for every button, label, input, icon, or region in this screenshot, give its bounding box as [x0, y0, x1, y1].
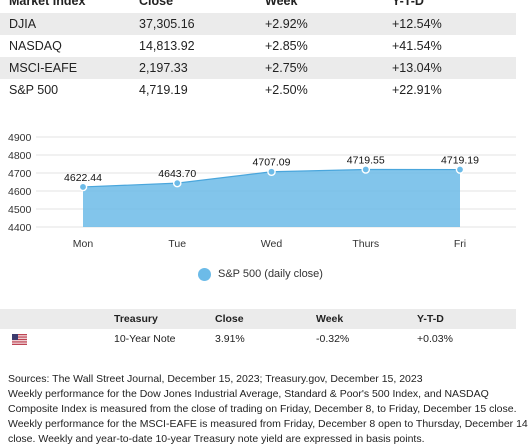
note-line: close. Weekly and year-to-date 10-year T… [8, 433, 425, 445]
y-tick-label: 4800 [8, 150, 32, 162]
header-ytd: Y-T-D [417, 313, 444, 325]
index-ytd: +22.91% [392, 83, 442, 97]
index-close: 2,197.33 [139, 61, 188, 75]
data-point [172, 178, 182, 188]
index-week: +2.85% [265, 39, 308, 53]
market-table-header: Market Index Close Week Y-T-D [0, 0, 516, 13]
index-ytd: +12.54% [392, 17, 442, 31]
table-row: MSCI-EAFE 2,197.33 +2.75% +13.04% [0, 57, 516, 79]
note-line: Composite Index is measured from the clo… [8, 403, 517, 415]
data-label: 4622.44 [64, 172, 102, 184]
y-tick-label: 4900 [8, 132, 32, 144]
index-name: NASDAQ [9, 39, 62, 53]
treasury-week: -0.32% [316, 333, 350, 345]
y-tick-label: 4500 [8, 204, 32, 216]
index-name: MSCI-EAFE [9, 61, 78, 75]
data-label: 4719.55 [347, 154, 385, 166]
y-tick-label: 4400 [8, 222, 32, 234]
market-index-table: Market Index Close Week Y-T-D DJIA 37,30… [0, 0, 516, 101]
data-point [455, 165, 465, 174]
index-ytd: +13.04% [392, 61, 442, 75]
source-notes: Sources: The Wall Street Journal, Decemb… [8, 372, 528, 447]
data-point [361, 165, 371, 174]
x-tick-label: Mon [73, 238, 94, 250]
treasury-name: 10-Year Note [114, 333, 176, 345]
index-close: 37,305.16 [139, 17, 195, 31]
note-line: Weekly performance for the MSCI-EAFE is … [8, 418, 528, 430]
data-label: 4643.70 [158, 168, 196, 180]
index-week: +2.92% [265, 17, 308, 31]
header-week: Week [316, 313, 344, 325]
note-line: Weekly performance for the Dow Jones Ind… [8, 388, 489, 400]
index-name: DJIA [9, 17, 37, 31]
header-treasury: Treasury [114, 313, 158, 325]
us-flag-icon [12, 334, 27, 345]
index-week: +2.75% [265, 61, 308, 75]
y-tick-label: 4700 [8, 168, 32, 180]
table-row: NASDAQ 14,813.92 +2.85% +41.54% [0, 35, 516, 57]
treasury-close: 3.91% [215, 333, 245, 345]
note-line: Sources: The Wall Street Journal, Decemb… [8, 373, 423, 385]
treasury-table: Treasury Close Week Y-T-D 10-Year Note 3… [0, 309, 516, 349]
legend-swatch [198, 268, 211, 281]
data-point [267, 167, 276, 177]
chart-legend[interactable]: S&P 500 (daily close) [0, 266, 530, 286]
x-tick-label: Thurs [352, 238, 379, 250]
x-tick-label: Tue [168, 238, 186, 250]
header-market-index: Market Index [9, 0, 86, 8]
data-label: 4719.19 [441, 155, 479, 167]
header-close: Close [215, 313, 244, 325]
data-label: 4707.09 [253, 157, 291, 169]
table-row: 10-Year Note 3.91% -0.32% +0.03% [0, 329, 516, 349]
index-week: +2.50% [265, 83, 308, 97]
sp500-area-chart: 4900 4800 4700 4600 4500 4400 4622.44 4643.70 47… [8, 132, 516, 250]
header-week: Week [265, 0, 298, 8]
treasury-table-header: Treasury Close Week Y-T-D [0, 309, 516, 329]
legend-label: S&P 500 (daily close) [218, 268, 323, 280]
header-ytd: Y-T-D [392, 0, 424, 8]
index-ytd: +41.54% [392, 39, 442, 53]
treasury-ytd: +0.03% [417, 333, 453, 345]
y-tick-label: 4600 [8, 186, 32, 198]
table-row: DJIA 37,305.16 +2.92% +12.54% [0, 13, 516, 35]
series-area [83, 169, 460, 227]
index-close: 4,719.19 [139, 83, 188, 97]
table-row: S&P 500 4,719.19 +2.50% +22.91% [0, 79, 516, 101]
data-point [78, 182, 88, 192]
index-close: 14,813.92 [139, 39, 195, 53]
header-close: Close [139, 0, 174, 8]
x-tick-label: Fri [454, 238, 466, 250]
index-name: S&P 500 [9, 83, 59, 97]
x-tick-label: Wed [261, 238, 283, 250]
